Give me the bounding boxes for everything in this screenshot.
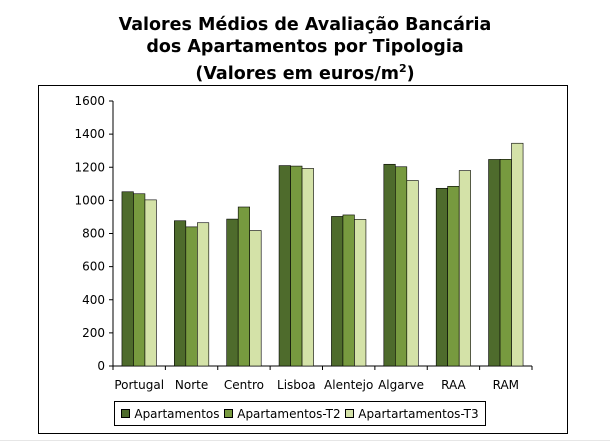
bar [447, 185, 460, 367]
bar [144, 199, 157, 367]
legend-swatch-apartamentos-t2 [224, 409, 234, 418]
x-tick-label: Lisboa [277, 378, 316, 392]
x-tick-label: Portugal [114, 378, 164, 392]
bar [226, 218, 239, 367]
x-tick-label: RAM [493, 378, 519, 392]
chart-frame [38, 85, 568, 434]
bar [185, 226, 198, 367]
y-tick-label: 200 [82, 326, 105, 340]
bar [237, 206, 250, 367]
bar [458, 170, 471, 367]
y-tick-label: 800 [82, 227, 105, 241]
chart-title-close: ) [406, 63, 415, 84]
legend-swatch-apartamentos [121, 409, 131, 418]
legend-label-apartamentos-t2: Apartamentos-T2 [237, 406, 341, 421]
chart-title-unit: (Valores em euros/m [195, 63, 399, 84]
y-tick-label: 1000 [74, 193, 105, 207]
y-tick-label: 400 [82, 293, 105, 307]
legend-swatch-apartamentos-t3 [345, 409, 355, 418]
bar [383, 163, 396, 367]
bar [133, 193, 146, 367]
bar [249, 230, 262, 367]
legend-item-apartamentos-t2: Apartamentos-T2 [224, 406, 341, 421]
chart-legend: Apartamentos Apartamentos-T2 Apartartame… [114, 401, 486, 426]
x-tick-label: RAA [441, 378, 466, 392]
chart-title-line-2: dos Apartamentos por Tipologia [146, 37, 464, 57]
y-tick-label: 600 [82, 260, 105, 274]
bar [488, 159, 501, 367]
bar [435, 187, 448, 367]
y-tick-label: 1600 [74, 94, 105, 108]
y-axis-ticks: 0 200 400 600 800 1000 1200 1400 1600 [74, 94, 113, 373]
bar [331, 216, 344, 367]
chart-title-line-1: Valores Médios de Avaliação Bancária [118, 15, 492, 35]
bar-series [121, 142, 524, 367]
y-tick-label: 0 [97, 359, 105, 373]
chart-title-superscript: 2 [399, 62, 407, 75]
y-tick-label: 1400 [74, 127, 105, 141]
chart-title: Valores Médios de Avaliação Bancária dos… [0, 14, 610, 85]
bar [290, 165, 303, 367]
x-tick-label: Alentejo [324, 378, 373, 392]
chart-title-line-3: (Valores em euros/m2) [0, 58, 610, 85]
bar [174, 220, 187, 367]
bar [342, 214, 355, 367]
bar [406, 180, 419, 367]
bar [301, 168, 314, 367]
bar [197, 222, 210, 367]
x-tick-label: Centro [224, 378, 264, 392]
bar [511, 142, 524, 367]
bar [354, 219, 367, 367]
legend-label-apartamentos-t3: Apartartamentos-T3 [358, 406, 479, 421]
bar [278, 165, 291, 367]
page-divider [0, 440, 610, 441]
x-axis-labels: Portugal Norte Centro Lisboa Alentejo Algarve… [112, 366, 533, 392]
bar [395, 166, 408, 367]
legend-item-apartamentos: Apartamentos [121, 406, 220, 421]
bar [121, 191, 134, 367]
legend-item-apartamentos-t3: Apartartamentos-T3 [345, 406, 479, 421]
x-tick-label: Norte [175, 378, 208, 392]
legend-label-apartamentos: Apartamentos [134, 406, 220, 421]
x-tick-label: Algarve [378, 378, 424, 392]
y-tick-label: 1200 [74, 160, 105, 174]
bar [499, 159, 512, 367]
